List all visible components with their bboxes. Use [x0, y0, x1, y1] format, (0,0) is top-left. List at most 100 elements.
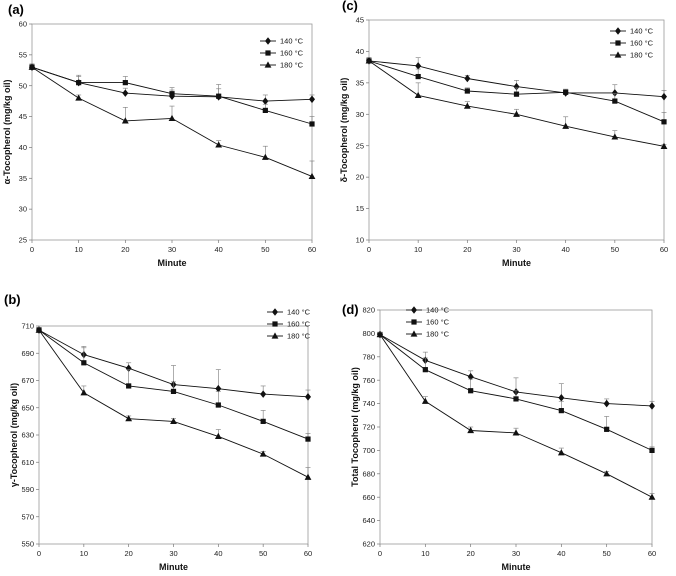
data-point [513, 91, 520, 97]
data-point [170, 417, 177, 424]
x-tick-label: 30 [169, 549, 177, 558]
data-point [308, 172, 316, 180]
x-tick-label: 10 [414, 245, 422, 254]
data-point [81, 360, 87, 366]
data-point [260, 390, 267, 398]
x-tick-label: 30 [168, 245, 176, 254]
data-point [309, 95, 315, 104]
data-point [214, 432, 222, 439]
data-point [215, 402, 221, 408]
x-tick-label: 60 [308, 245, 316, 254]
plot-frame [368, 19, 665, 241]
y-axis-label: Total Tocopherol (mg/kg oil) [350, 367, 360, 487]
y-tick-label: 620 [362, 540, 375, 549]
x-tick-label: 50 [611, 245, 619, 254]
data-point [660, 142, 668, 149]
data-point [648, 493, 656, 500]
y-tick-label: 30 [356, 110, 364, 119]
data-point [468, 388, 474, 394]
x-tick-label: 0 [37, 549, 41, 558]
data-point [169, 91, 175, 97]
x-tick-label: 60 [304, 549, 312, 558]
x-tick-label: 0 [378, 549, 382, 558]
y-tick-label: 45 [356, 16, 364, 25]
data-point [75, 94, 83, 101]
legend-label: 140 °C [426, 306, 450, 315]
legend: 140 °C 160 °C 180 °C [406, 306, 450, 339]
data-point [260, 418, 266, 424]
data-point [661, 119, 667, 125]
plot-frame [379, 309, 653, 545]
data-point [121, 117, 129, 124]
y-tick-label: 690 [21, 349, 34, 358]
x-tick-label: 30 [512, 549, 520, 558]
data-point [464, 88, 470, 94]
legend-label: 160 °C [426, 318, 450, 327]
data-point [512, 429, 520, 436]
data-point [604, 426, 610, 432]
data-point [80, 389, 88, 396]
y-tick-label: 660 [362, 493, 375, 502]
legend-label: 140 °C [287, 308, 311, 317]
series-triangle [28, 63, 316, 180]
legend-marker [615, 27, 621, 35]
data-point [76, 80, 82, 86]
y-tick-label: 40 [19, 143, 27, 152]
legend: 140 °C 160 °C 180 °C [610, 27, 654, 60]
series-line [31, 66, 313, 177]
legend-marker [411, 306, 417, 314]
x-tick-label: 0 [30, 245, 34, 254]
x-tick-label: 40 [557, 549, 565, 558]
data-point [611, 133, 619, 140]
x-tick-label: 20 [466, 549, 474, 558]
legend-label: 160 °C [630, 39, 654, 48]
data-point [125, 415, 133, 422]
legend-label: 180 °C [630, 51, 654, 60]
data-point [305, 436, 311, 442]
y-tick-label: 710 [21, 322, 34, 331]
x-tick-label: 40 [214, 549, 222, 558]
y-tick-label: 590 [21, 485, 34, 494]
x-tick-label: 50 [259, 549, 267, 558]
series-line [379, 334, 653, 498]
data-point [422, 367, 428, 373]
legend-label: 140 °C [630, 27, 654, 36]
legend-marker [265, 37, 271, 45]
data-point [259, 450, 267, 457]
x-tick-label: 50 [261, 245, 269, 254]
data-point [513, 82, 520, 91]
y-axis-label: α-Tocopherol (mg/kg oil) [2, 80, 12, 185]
plot-frame [31, 23, 313, 241]
y-tick-label: 10 [356, 236, 364, 245]
data-point [603, 470, 611, 477]
chart-panel-b: 550 570 590 610 630 650 670 690 710 0 10 20 30 40 50 60… [4, 292, 312, 572]
data-point [463, 102, 471, 109]
x-tick-label: 10 [421, 549, 429, 558]
legend-label: 140 °C [280, 37, 304, 46]
panel-label: (b) [4, 292, 21, 307]
data-point [611, 89, 618, 97]
data-point [122, 80, 128, 86]
x-axis-label: Minute [158, 258, 187, 268]
y-tick-label: 650 [21, 403, 34, 412]
data-point [415, 73, 421, 80]
y-axis-label: δ-Tocopherol (mg/kg oil) [339, 78, 349, 183]
legend-label: 160 °C [280, 49, 304, 58]
data-point [28, 63, 36, 70]
legend-marker [271, 332, 279, 339]
legend-marker [614, 51, 622, 58]
data-point [649, 402, 655, 410]
panel-label: (d) [342, 302, 359, 317]
x-tick-label: 40 [214, 245, 222, 254]
series-triangle [376, 330, 656, 500]
data-point [305, 393, 311, 401]
data-point [558, 393, 565, 402]
y-tick-label: 30 [19, 205, 27, 214]
legend-label: 180 °C [280, 61, 304, 70]
plot-frame [38, 325, 309, 545]
y-tick-label: 25 [19, 236, 27, 245]
x-tick-label: 20 [124, 549, 132, 558]
x-tick-label: 20 [121, 245, 129, 254]
y-axis-label: γ-Tocopherol (mg/kg oil) [9, 383, 19, 487]
